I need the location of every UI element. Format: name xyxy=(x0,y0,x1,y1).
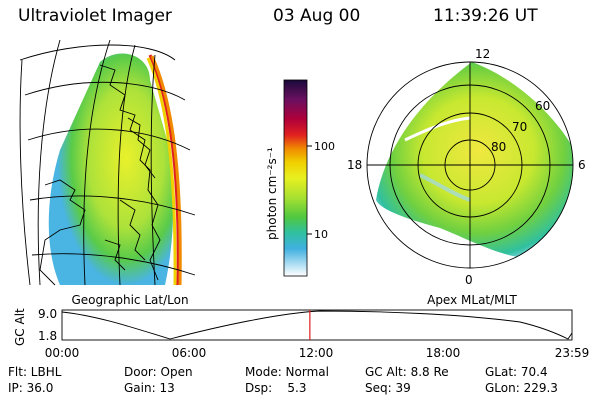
mlt-label-0: 0 xyxy=(465,273,473,287)
colorbar-tick-10: 10 xyxy=(314,228,328,241)
time-tick-0600: 06:00 xyxy=(172,346,207,360)
info-table: Flt: LBHL Door: Open Mode: Normal GC Alt… xyxy=(8,365,558,395)
mlt-label-12: 12 xyxy=(475,47,490,61)
info-door: Door: Open xyxy=(124,365,193,379)
time-tick-0000: 00:00 xyxy=(45,346,80,360)
mlt-label-18: 18 xyxy=(347,158,362,172)
info-seq: Seq: 39 xyxy=(365,381,411,395)
info-flt: Flt: LBHL xyxy=(8,365,62,379)
alt-tick-low: 1.8 xyxy=(38,329,57,343)
mlat-label-80: 80 xyxy=(491,140,506,154)
geographic-caption: Geographic Lat/Lon xyxy=(71,293,188,307)
mlt-meridians xyxy=(367,62,573,268)
alt-tick-high: 9.0 xyxy=(38,307,57,321)
colorbar-tick-100: 100 xyxy=(314,140,335,153)
info-gain: Gain: 13 xyxy=(124,381,175,395)
mlat-label-60: 60 xyxy=(535,99,550,113)
info-glon: GLon: 229.3 xyxy=(485,381,558,395)
info-glat: GLat: 70.4 xyxy=(485,365,548,379)
colorbar: 100 10 photon cm⁻²s⁻¹ xyxy=(265,79,335,277)
info-gc-alt: GC Alt: 8.8 Re xyxy=(365,365,449,379)
info-mode: Mode: Normal xyxy=(245,365,329,379)
time-tick-2359: 23:59 xyxy=(555,346,590,360)
time-label: 11:39:26 UT xyxy=(433,6,538,26)
altitude-plot: 9.0 1.8 GC Alt 00:00 06:00 12:00 18:00 2… xyxy=(13,307,589,360)
apex-caption: Apex MLat/MLT xyxy=(427,293,517,307)
alt-ylabel: GC Alt xyxy=(13,308,27,346)
info-ip: IP: 36.0 xyxy=(8,381,53,395)
lat-lon-grid xyxy=(19,39,196,286)
mlat-label-70: 70 xyxy=(512,120,527,134)
title: Ultraviolet Imager xyxy=(18,6,172,26)
colorbar-unit-label: photon cm⁻²s⁻¹ xyxy=(265,147,279,240)
geographic-map xyxy=(19,39,196,286)
date-label: 03 Aug 00 xyxy=(273,6,361,26)
polar-plot: 12 18 6 0 60 70 80 xyxy=(347,47,586,287)
time-tick-1200: 12:00 xyxy=(299,346,334,360)
aurora-oval-left xyxy=(48,53,174,285)
time-tick-1800: 18:00 xyxy=(426,346,461,360)
aurora-bright-edge xyxy=(148,54,180,286)
mlt-label-6: 6 xyxy=(578,158,586,172)
coastlines xyxy=(39,64,161,286)
altitude-curve xyxy=(61,310,573,340)
info-dsp: Dsp: 5.3 xyxy=(245,381,307,395)
altitude-frame xyxy=(61,309,573,341)
